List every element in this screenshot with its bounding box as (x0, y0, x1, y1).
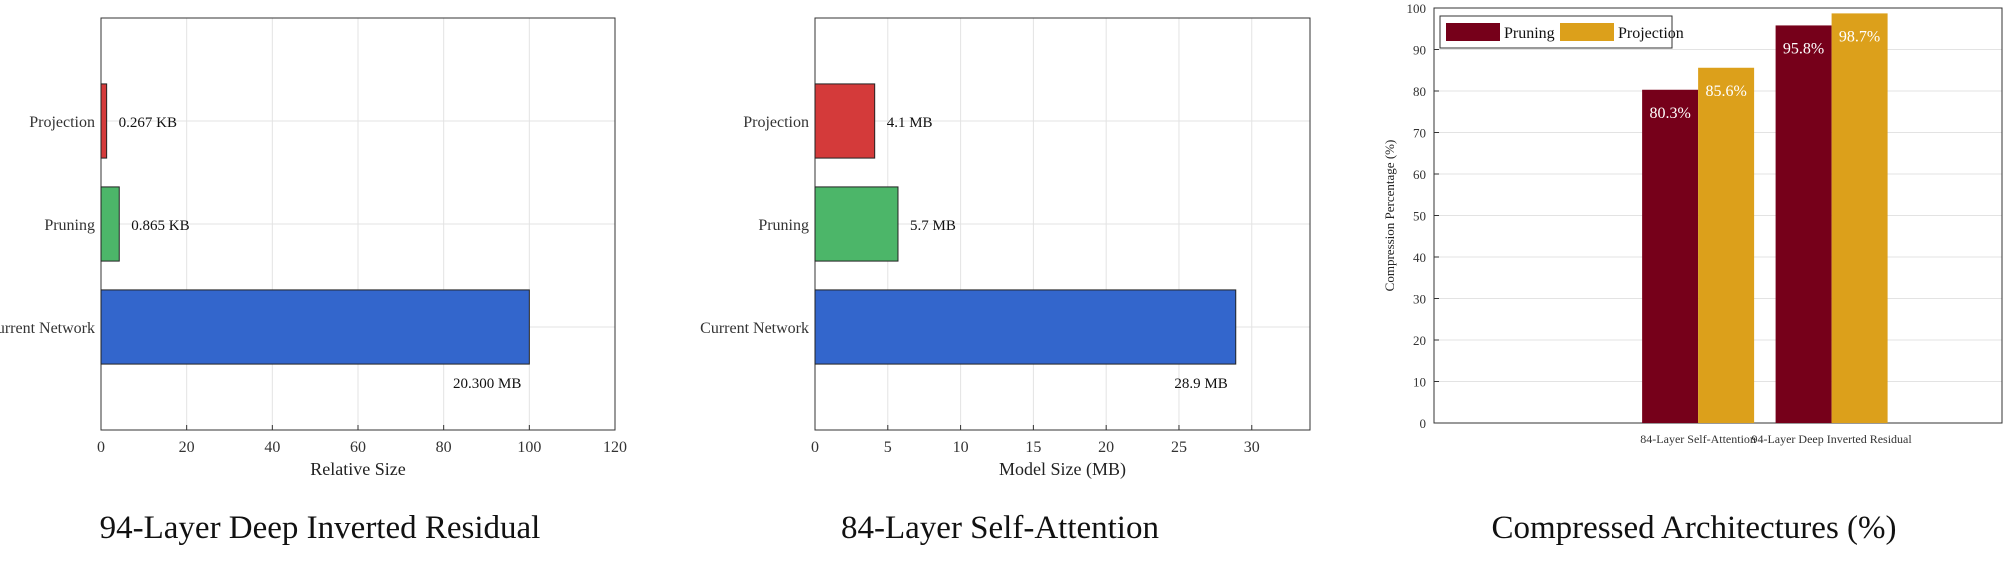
y-axis-label: Compression Percentage (%) (1382, 140, 1397, 292)
bar (814, 186, 899, 262)
category-label: Projection (29, 114, 95, 131)
data-label: 0.267 KB (119, 115, 177, 131)
data-label: 80.3% (1649, 105, 1690, 122)
data-label: 28.9 MB (1174, 376, 1227, 392)
tick-label: 60 (1413, 167, 1426, 182)
tick-label: 15 (1025, 439, 1041, 456)
tick-label: 80 (436, 439, 452, 456)
data-label: 95.8% (1783, 40, 1824, 57)
chart-panel-residual: Current Network 20.300 MB Pruning 0.865 KB P… (0, 0, 640, 565)
category-label: Pruning (758, 217, 809, 234)
tick-label: 20 (1098, 439, 1114, 456)
legend-label: Projection (1618, 25, 1684, 42)
tick-label: 20 (179, 439, 195, 456)
tick-label: 90 (1413, 43, 1426, 58)
chart-title: 94-Layer Deep Inverted Residual (99, 510, 541, 546)
tick-label: 20 (1413, 333, 1426, 348)
tick-label: 30 (1244, 439, 1260, 456)
compression-percentage-chart: 80.3% 85.6% 84-Layer Self-Attention 95.8% 98… (1382, 1, 2003, 446)
bar (100, 289, 530, 365)
bar (814, 83, 876, 159)
category-label: Current Network (700, 320, 809, 337)
tick-label: 0 (97, 439, 105, 456)
bar (1642, 89, 1699, 423)
category-label: Projection (743, 114, 809, 131)
legend-swatch (1560, 23, 1614, 41)
bar (100, 186, 120, 262)
data-label: 0.865 KB (131, 218, 189, 234)
category-label: Current Network (0, 320, 95, 337)
x-axis-label: Model Size (MB) (999, 459, 1126, 480)
data-label: 20.300 MB (453, 376, 521, 392)
tick-label: 40 (264, 439, 280, 456)
attention-size-chart: Current Network 28.9 MB Pruning 5.7 MB Proje… (700, 17, 1311, 480)
tick-label: 50 (1413, 209, 1426, 224)
chart-title: Compressed Architectures (%) (1491, 510, 1897, 546)
chart-title: 84-Layer Self-Attention (841, 510, 1159, 546)
tick-label: 0 (1420, 416, 1427, 431)
data-label: 5.7 MB (910, 218, 956, 234)
data-label: 98.7% (1839, 28, 1880, 45)
category-label: 94-Layer Deep Inverted Residual (1751, 432, 1912, 446)
tick-label: 25 (1171, 439, 1187, 456)
chart-panel-compression: 80.3% 85.6% 84-Layer Self-Attention 95.8% 98… (1380, 0, 2008, 565)
data-label: 4.1 MB (887, 115, 933, 131)
tick-label: 100 (517, 439, 541, 456)
bar (814, 289, 1237, 365)
tick-label: 120 (603, 439, 627, 456)
bar (100, 83, 108, 159)
bar (1698, 67, 1755, 423)
tick-label: 10 (953, 439, 969, 456)
data-label: 85.6% (1705, 83, 1746, 100)
tick-label: 10 (1413, 375, 1426, 390)
tick-label: 40 (1413, 250, 1426, 265)
bar (1775, 25, 1832, 424)
tick-label: 30 (1413, 292, 1426, 307)
bar (1831, 13, 1888, 424)
legend-label: Pruning (1504, 25, 1555, 42)
residual-size-chart: Current Network 20.300 MB Pruning 0.865 KB P… (0, 17, 627, 479)
tick-label: 100 (1407, 1, 1427, 16)
tick-label: 60 (350, 439, 366, 456)
tick-label: 80 (1413, 84, 1426, 99)
tick-label: 5 (884, 439, 892, 456)
category-label: Pruning (44, 217, 95, 234)
tick-label: 0 (811, 439, 819, 456)
x-axis-label: Relative Size (310, 459, 405, 479)
category-label: 84-Layer Self-Attention (1640, 432, 1756, 446)
tick-label: 70 (1413, 126, 1426, 141)
chart-panel-attention: Current Network 28.9 MB Pruning 5.7 MB Proje… (660, 0, 1340, 565)
legend-swatch (1446, 23, 1500, 41)
